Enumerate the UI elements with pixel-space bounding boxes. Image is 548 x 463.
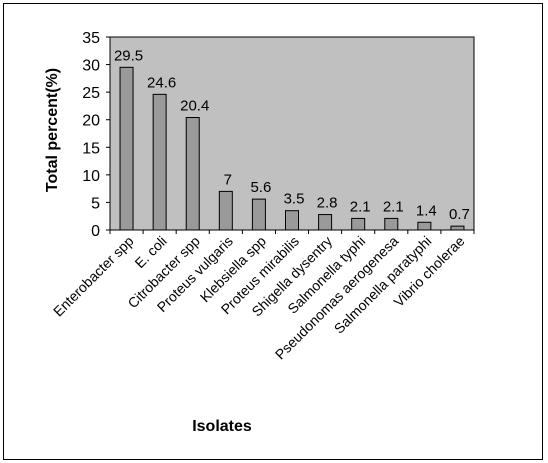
data-label: 1.4 — [416, 202, 437, 219]
y-tick-label: 30 — [82, 58, 100, 75]
bar — [285, 210, 299, 231]
y-tick-label: 15 — [82, 140, 100, 157]
data-label: 24.6 — [147, 74, 176, 91]
data-label: 29.5 — [114, 47, 143, 64]
y-axis-ticks: 0 5 10 15 20 25 30 35 — [82, 30, 110, 240]
data-label: 5.6 — [250, 179, 271, 196]
y-tick-label: 35 — [82, 30, 100, 47]
data-label: 3.5 — [284, 191, 305, 208]
y-axis-title: Total percent(%) — [44, 68, 61, 192]
bar — [251, 198, 266, 231]
bar — [318, 214, 333, 231]
bar — [450, 225, 465, 231]
bar — [119, 66, 134, 231]
data-label: 2.8 — [317, 195, 338, 212]
y-tick-label: 5 — [91, 195, 100, 212]
bar — [417, 221, 432, 231]
x-axis-title: Isolates — [192, 418, 252, 435]
bar — [384, 217, 399, 231]
data-label: 0.7 — [449, 206, 470, 223]
bar — [218, 190, 233, 231]
x-category-label: Enterobacter spp — [50, 233, 137, 320]
bar — [152, 93, 167, 231]
y-tick-label: 10 — [82, 168, 100, 185]
bars — [109, 66, 475, 234]
data-label: 2.1 — [350, 198, 371, 215]
bar — [351, 217, 366, 231]
plot-area — [109, 36, 475, 231]
data-label: 2.1 — [383, 198, 404, 215]
y-tick-label: 0 — [91, 223, 100, 240]
bar — [185, 117, 200, 231]
plot-area-group — [109, 36, 475, 231]
data-labels: 29.524.620.4 7 5.6 3.5 2.8 2.1 2.1 1.4 0.7 — [114, 47, 470, 223]
y-tick-label: 25 — [82, 85, 100, 102]
data-label: 20.4 — [180, 98, 209, 115]
y-tick-label: 20 — [82, 113, 100, 130]
data-label: 7 — [224, 171, 232, 188]
